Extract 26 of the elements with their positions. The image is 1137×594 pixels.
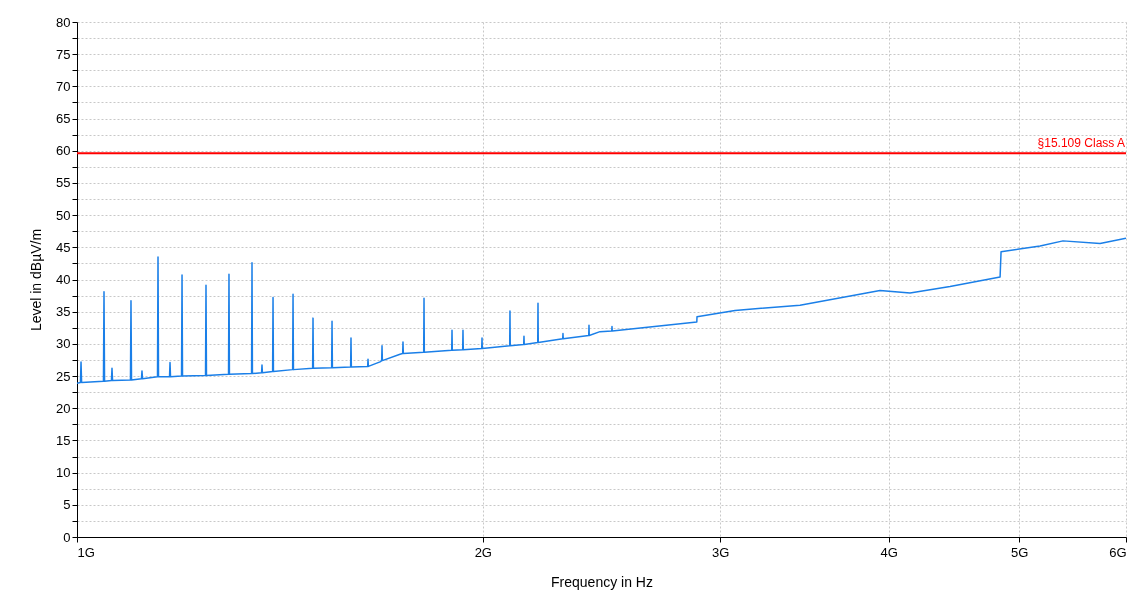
y-tick-label: 40 — [56, 272, 71, 287]
x-tick-label: 4G — [880, 544, 898, 560]
x-tick-label: 6G — [1109, 544, 1127, 560]
y-tick-label: 80 — [56, 14, 71, 30]
x-tick-label: 5G — [1011, 544, 1029, 560]
x-tick-label: 3G — [712, 544, 730, 560]
y-tick-label: 65 — [56, 111, 71, 127]
y-axis-title: Level in dBµV/m — [28, 228, 45, 332]
y-tick-label: 5 — [63, 497, 71, 513]
x-axis-title: Frequency in Hz — [551, 573, 653, 590]
y-tick-label: 0 — [63, 529, 71, 545]
y-tick-label: 30 — [56, 336, 71, 352]
ref-line-label: §15.109 Class A — [1037, 136, 1125, 151]
y-tick-label: 70 — [56, 78, 71, 94]
y-tick-label: 15 — [56, 432, 71, 448]
y-tick-label: 10 — [56, 465, 71, 481]
y-tick-label: 50 — [56, 207, 71, 223]
y-tick-label: 25 — [56, 368, 71, 384]
y-tick-label: 35 — [56, 304, 71, 320]
x-tick-label: 2G — [474, 544, 492, 560]
y-tick-label: 75 — [56, 46, 71, 62]
y-tick-label: 20 — [56, 400, 71, 416]
x-tick-label: 1G — [77, 544, 95, 560]
y-tick-label: 55 — [56, 175, 71, 191]
y-tick-label: 60 — [56, 143, 71, 159]
y-tick-label: 45 — [56, 239, 71, 255]
